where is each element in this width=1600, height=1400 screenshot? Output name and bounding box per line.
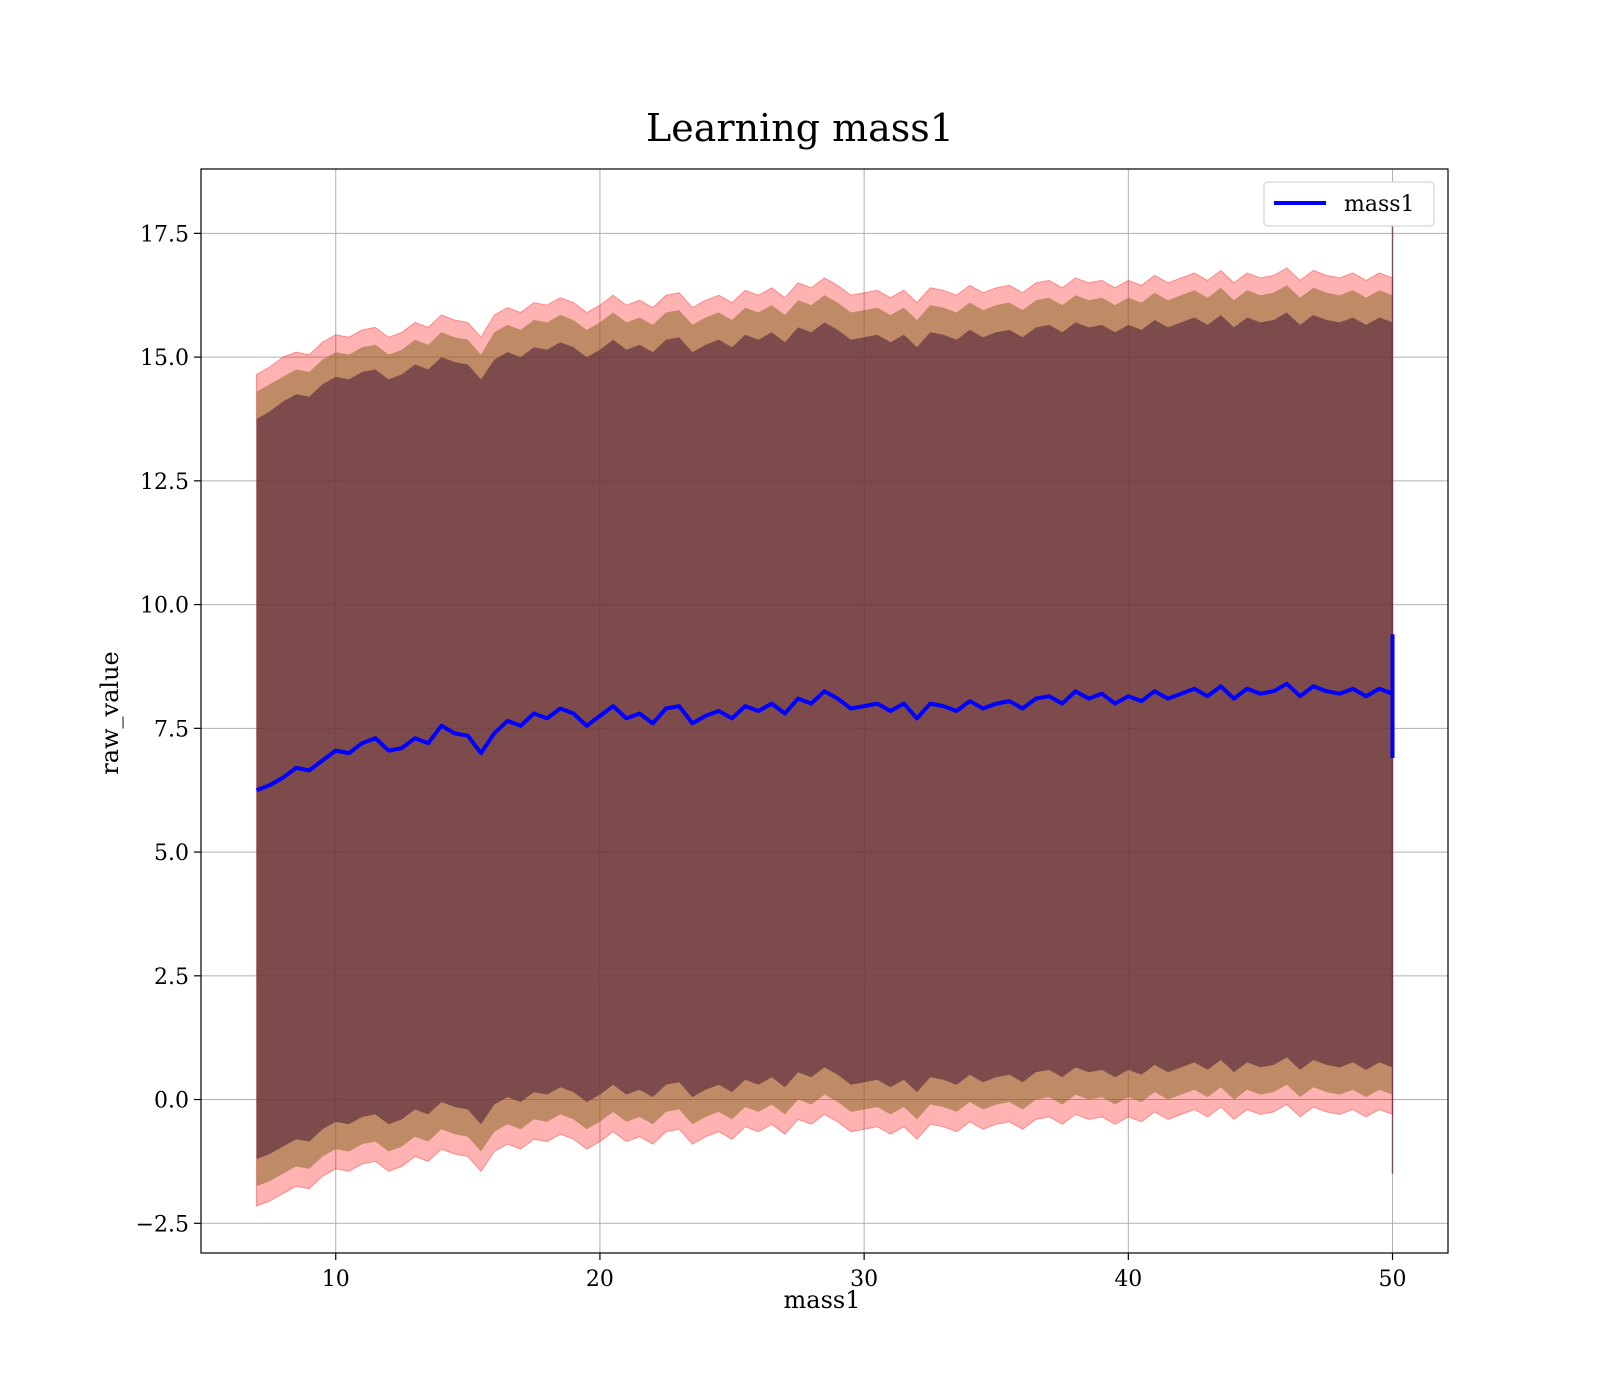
y-tick-label-2: 2.5 <box>154 965 189 990</box>
y-tick-label-5: 10.0 <box>140 594 189 619</box>
y-tick-label-7: 15.0 <box>140 346 189 371</box>
band-inner <box>256 312 1393 1159</box>
legend-box <box>1263 181 1435 227</box>
y-tick-label-6: 12.5 <box>140 470 189 495</box>
y-tick-label-8: 17.5 <box>140 222 189 247</box>
y-tick-label-0: −2.5 <box>136 1212 189 1237</box>
y-tick-label-1: 0.0 <box>154 1089 189 1114</box>
legend-label-mass1: mass1 <box>1344 192 1415 217</box>
x-tick-label-1: 20 <box>586 1267 614 1292</box>
series-line-mass1 <box>255 681 1394 793</box>
legend: mass1 <box>1263 181 1435 227</box>
y-tick-label-3: 5.0 <box>154 841 189 866</box>
x-tick-label-0: 10 <box>322 1267 350 1292</box>
y-tick-label-4: 7.5 <box>154 717 189 742</box>
x-axis-label: mass1 <box>784 1286 861 1314</box>
x-axis-ticks: 10 20 30 40 50 <box>322 1253 1407 1292</box>
plot-frame <box>200 168 1449 1254</box>
y-axis-ticks: −2.5 0.0 2.5 5.0 7.5 10.0 12.5 15.0 17.5 <box>136 222 201 1237</box>
x-tick-label-3: 40 <box>1114 1267 1142 1292</box>
chart-title: Learning mass1 <box>646 106 954 150</box>
confidence-bands <box>256 223 1394 1207</box>
series-line-group <box>255 634 1395 793</box>
x-tick-label-4: 50 <box>1379 1267 1407 1292</box>
y-axis-label: raw_value <box>96 651 124 775</box>
x-tick-label-2: 30 <box>850 1267 878 1292</box>
